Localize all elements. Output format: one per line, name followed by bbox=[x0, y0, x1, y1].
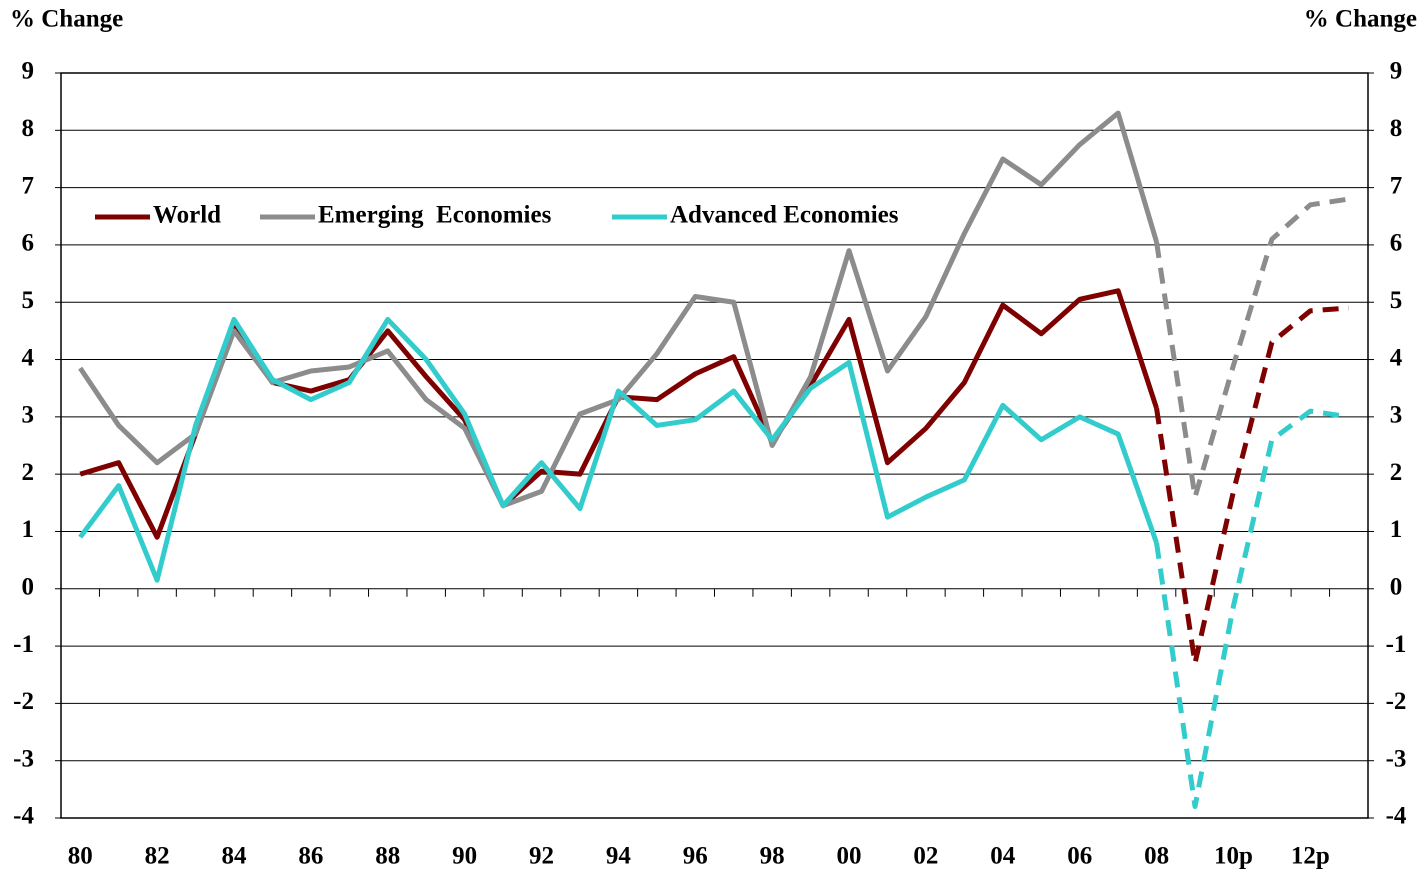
y2-tick-label: -1 bbox=[1386, 631, 1407, 658]
y2-tick-label: 6 bbox=[1390, 230, 1403, 257]
y-tick-label: -4 bbox=[13, 803, 34, 830]
x-tick-label: 96 bbox=[683, 843, 708, 870]
y2-tick-label: 7 bbox=[1390, 172, 1403, 199]
y2-tick-label: -4 bbox=[1386, 803, 1407, 830]
x-tick-label: 98 bbox=[760, 843, 785, 870]
x-tick-label: 88 bbox=[375, 843, 400, 870]
x-tick-label: 94 bbox=[606, 843, 632, 870]
y-tick-label: 3 bbox=[22, 402, 35, 429]
y2-tick-label: 2 bbox=[1390, 459, 1403, 486]
x-tick-label: 06 bbox=[1067, 843, 1092, 870]
legend-label: Emerging Economies bbox=[318, 202, 552, 229]
y-tick-label: 9 bbox=[22, 58, 35, 85]
series-line bbox=[78, 316, 1159, 583]
projected-line bbox=[1154, 196, 1350, 500]
y2-tick-label: 3 bbox=[1390, 402, 1403, 429]
y-tick-label: 7 bbox=[22, 172, 35, 199]
x-tick-label: 10p bbox=[1214, 843, 1253, 870]
x-tick-label: 86 bbox=[298, 843, 323, 870]
y2-tick-label: 4 bbox=[1390, 344, 1403, 371]
x-tick-label: 92 bbox=[529, 843, 554, 870]
y2-tick-label: 8 bbox=[1390, 115, 1403, 142]
x-tick-label: 90 bbox=[452, 843, 477, 870]
y-tick-label: 2 bbox=[22, 459, 35, 486]
y-tick-label: -2 bbox=[13, 688, 34, 715]
projected-line bbox=[1154, 305, 1349, 666]
x-tick-label: 04 bbox=[990, 843, 1016, 870]
legend-label: Advanced Economies bbox=[670, 202, 899, 229]
y-tick-label: 6 bbox=[22, 230, 35, 257]
y-tick-label: 5 bbox=[22, 287, 35, 314]
y-tick-label: 0 bbox=[22, 574, 35, 601]
y2-tick-label: -3 bbox=[1386, 745, 1407, 772]
x-tick-label: 82 bbox=[145, 843, 170, 870]
y-tick-label: 8 bbox=[22, 115, 35, 142]
y2-tick-label: 9 bbox=[1390, 58, 1403, 85]
x-tick-label: 08 bbox=[1144, 843, 1169, 870]
y-tick-label: 1 bbox=[22, 516, 35, 543]
series-line bbox=[78, 110, 1159, 509]
plot-frame bbox=[60, 72, 1369, 819]
x-tick-label: 12p bbox=[1291, 843, 1330, 870]
projected-line bbox=[1154, 408, 1350, 810]
x-tick-label: 00 bbox=[837, 843, 862, 870]
y2-tick-label: 0 bbox=[1390, 574, 1403, 601]
y-tick-label: -1 bbox=[13, 631, 34, 658]
x-tick-label: 84 bbox=[221, 843, 247, 870]
y-axis-label: % Change bbox=[10, 6, 123, 33]
x-tick-label: 02 bbox=[913, 843, 938, 870]
y-tick-label: 4 bbox=[22, 344, 35, 371]
y2-axis-label: % Change bbox=[1304, 6, 1417, 33]
y2-tick-label: 5 bbox=[1390, 287, 1403, 314]
x-tick-label: 80 bbox=[68, 843, 93, 870]
y-tick-label: -3 bbox=[13, 745, 34, 772]
y2-tick-label: -2 bbox=[1386, 688, 1407, 715]
y2-tick-label: 1 bbox=[1390, 516, 1403, 543]
legend-label: World bbox=[153, 202, 221, 229]
